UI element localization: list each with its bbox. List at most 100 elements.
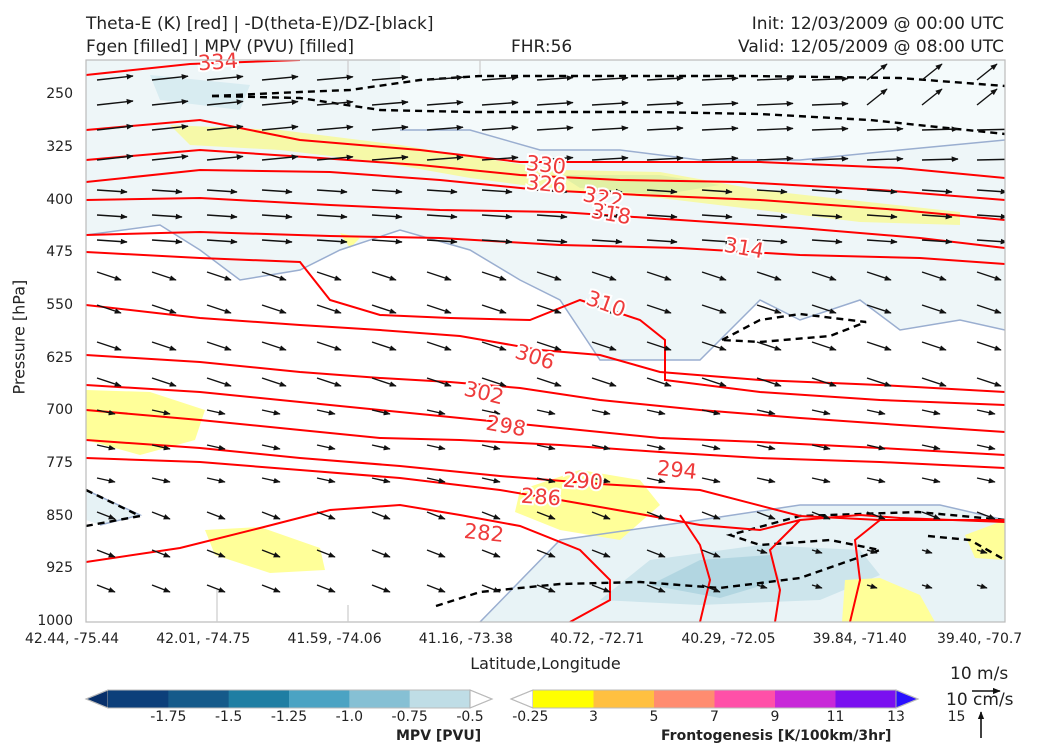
wind-vector — [371, 188, 403, 195]
wind-vector — [151, 477, 171, 484]
x-axis-label: Latitude,Longitude — [470, 654, 621, 673]
thetae-contour-label: 282 — [463, 519, 505, 547]
wind-vector — [371, 99, 409, 106]
mpv-colorbar-tick: -0.75 — [391, 709, 428, 725]
wind-vector — [96, 549, 116, 558]
wind-vector — [426, 213, 458, 220]
wind-vector — [316, 549, 336, 558]
wind-vector — [151, 341, 177, 351]
wind-vector — [866, 271, 892, 281]
wind-vector — [316, 377, 342, 387]
wind-vector — [261, 341, 287, 351]
wind-vector — [481, 584, 501, 593]
wind-vector — [316, 154, 354, 161]
thetae-contour-label: 334 — [197, 49, 239, 76]
wind-vector — [976, 88, 998, 106]
wind-vector — [96, 584, 116, 593]
wind-vector — [206, 213, 238, 220]
wind-vector — [591, 584, 611, 593]
wind-vector — [536, 511, 556, 520]
wind-vector — [646, 271, 672, 281]
wind-vector — [701, 549, 721, 558]
wind-vector — [151, 124, 189, 131]
wind-vector — [866, 583, 878, 589]
wind-vector — [206, 99, 244, 106]
wind-vector — [316, 444, 336, 451]
wind-vector — [976, 377, 1002, 387]
wind-vector — [646, 188, 678, 195]
wind-vector — [921, 583, 933, 589]
mpv-colorbar-tick: -1.25 — [270, 709, 308, 725]
x-tick-label: 40.72, -72.71 — [550, 631, 645, 647]
wind-vector — [701, 125, 739, 132]
wind-vector — [206, 188, 238, 195]
wind-vector — [701, 341, 727, 351]
thetae-contour-label: 294 — [656, 456, 698, 484]
wind-vector — [976, 188, 1005, 195]
fgen-colorbar-label: Frontogenesis [K/100km/3hr] — [661, 728, 892, 744]
wind-vector — [701, 155, 739, 162]
wind-vector — [151, 99, 189, 106]
wind-vector — [811, 477, 831, 484]
wind-vector — [591, 155, 629, 161]
wind-vector — [756, 271, 782, 281]
wind-vector — [756, 188, 788, 195]
wind-vector — [151, 74, 189, 81]
wind-vector — [921, 409, 941, 416]
wind-vector — [481, 75, 519, 81]
fgen-colorbar-tick: 15 — [947, 709, 966, 725]
wind-vector — [591, 238, 623, 245]
wind-vector — [646, 584, 666, 593]
wind-vector — [261, 74, 299, 81]
wind-vector — [811, 213, 843, 220]
wind-vector — [866, 126, 904, 132]
wind-vector — [481, 238, 513, 245]
y-tick-label: 775 — [46, 454, 73, 471]
wind-vector — [921, 188, 953, 195]
wind-vector — [426, 124, 464, 131]
wind-vector — [371, 549, 391, 558]
wind-vector — [756, 444, 776, 451]
fgen-colorbar-tick: 11 — [826, 709, 845, 725]
wind-vector — [426, 74, 464, 81]
wind-vector — [96, 213, 128, 220]
y-tick-label: 325 — [46, 138, 73, 155]
wind-vector — [371, 409, 391, 416]
wind-vector — [536, 409, 556, 416]
wind-vector — [536, 477, 556, 484]
wind-vector — [151, 304, 177, 314]
wind-vector — [811, 548, 823, 554]
thetae-contour-label: 286 — [520, 484, 562, 511]
wind-vector — [756, 511, 776, 520]
wind-vector — [591, 304, 617, 314]
wind-vector — [151, 213, 183, 220]
wind-vector — [206, 511, 226, 520]
wind-vector — [536, 100, 574, 106]
wind-vector — [921, 156, 959, 162]
wind-vector — [811, 126, 849, 132]
wind-vector — [151, 584, 171, 593]
wind-vector — [371, 213, 403, 220]
wind-vector — [591, 549, 611, 558]
wind-vector — [96, 123, 134, 131]
wind-vector — [536, 549, 556, 558]
wind-vector — [316, 124, 354, 131]
x-tick-label: 42.44, -75.44 — [24, 631, 120, 647]
wind-vector — [316, 213, 348, 220]
wind-vector — [701, 409, 721, 416]
wind-vector — [756, 548, 768, 554]
wind-vector — [976, 341, 1002, 351]
wind-vector — [316, 409, 336, 416]
wind-vector — [151, 409, 171, 416]
wind-vector — [921, 88, 943, 106]
wind-vector — [316, 74, 354, 81]
wind-vector — [811, 156, 849, 162]
mpv-colorbar-tick: -1.0 — [335, 709, 363, 725]
wind-vector — [481, 100, 519, 106]
fgen-colorbar-tick: 5 — [649, 709, 659, 725]
wind-vector — [481, 125, 519, 131]
wind-vector — [976, 583, 988, 589]
wind-vector — [316, 238, 348, 245]
valid-time: Valid: 12/05/2009 @ 08:00 UTC — [738, 37, 1004, 57]
wind-vector — [866, 238, 898, 245]
